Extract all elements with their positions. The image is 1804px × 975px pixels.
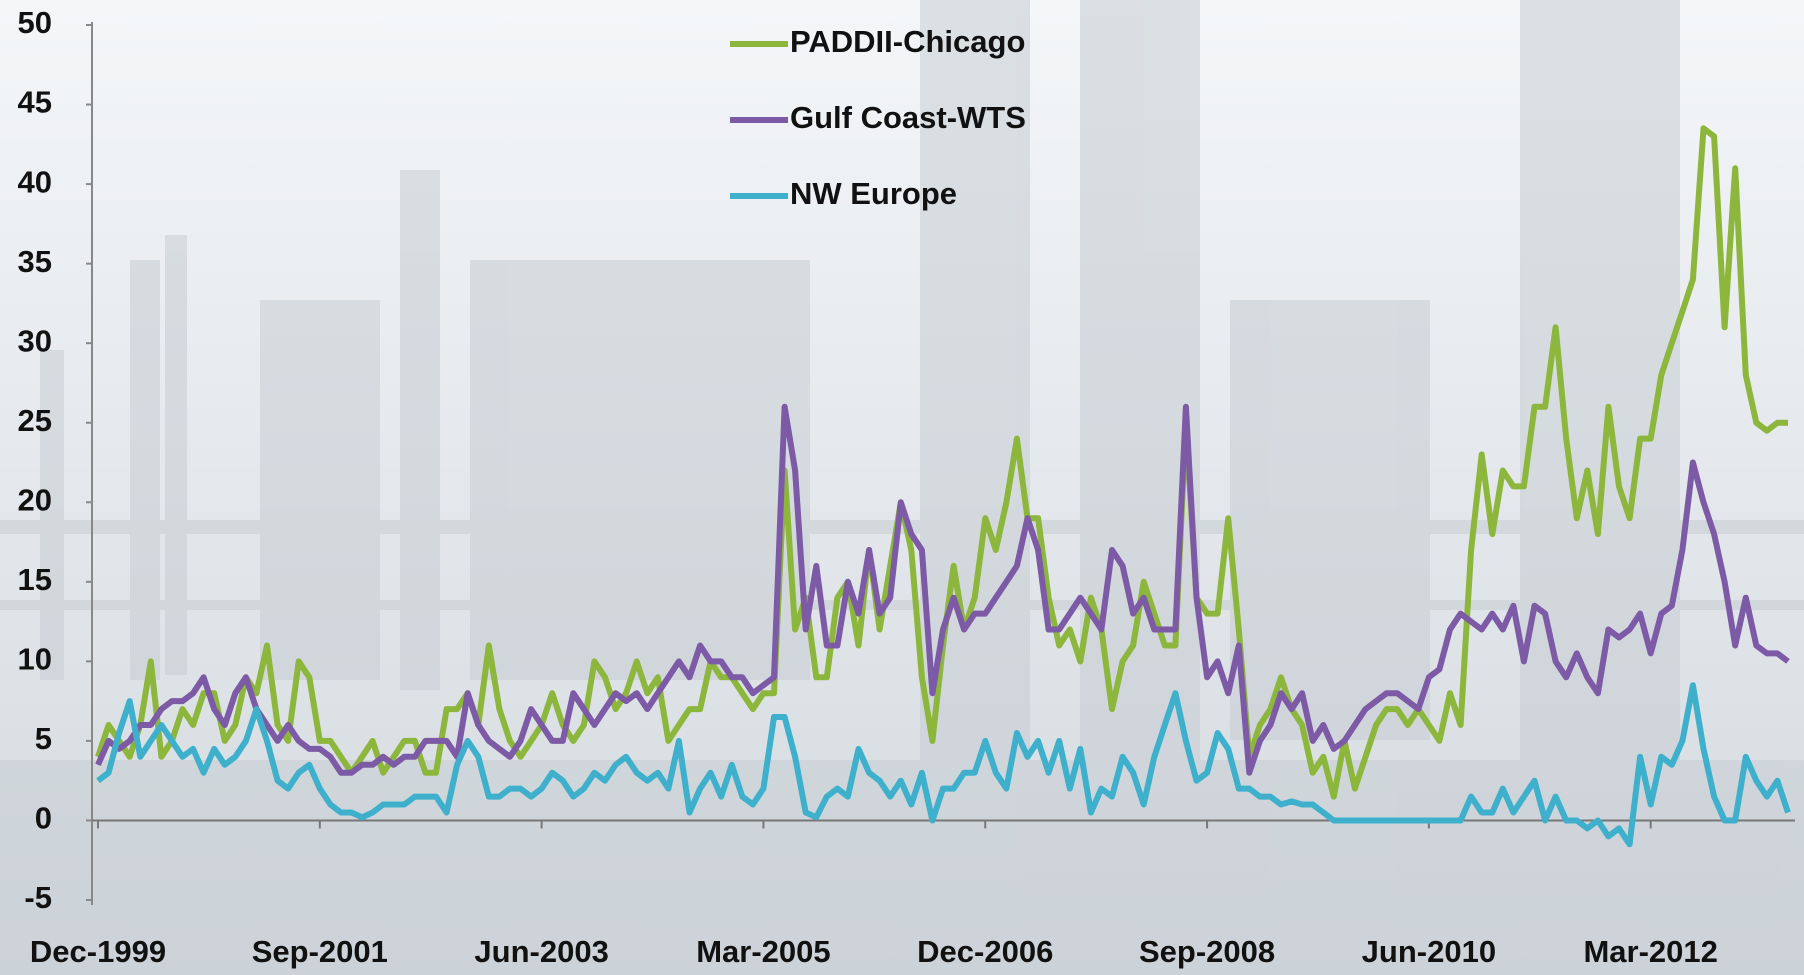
legend-label: Gulf Coast-WTS (790, 100, 1026, 135)
y-tick-label: 20 (18, 482, 52, 517)
x-tick-label: Dec-1999 (30, 934, 166, 969)
y-tick-label: 50 (18, 5, 52, 40)
y-tick-label: 0 (35, 801, 52, 836)
y-tick-label: -5 (24, 880, 52, 915)
x-tick-label: Mar-2005 (696, 934, 830, 969)
x-tick-label: Jun-2010 (1362, 934, 1496, 969)
x-tick-label: Mar-2012 (1583, 934, 1717, 969)
y-tick-label: 35 (18, 244, 52, 279)
y-tick-label: 40 (18, 164, 52, 199)
y-tick-label: 30 (18, 323, 52, 358)
x-tick-label: Sep-2001 (252, 934, 388, 969)
legend-label: NW Europe (790, 176, 957, 211)
y-tick-label: 5 (35, 721, 52, 756)
y-tick-label: 25 (18, 403, 52, 438)
legend-label: PADDII-Chicago (790, 24, 1025, 59)
x-tick-label: Sep-2008 (1139, 934, 1275, 969)
y-tick-label: 45 (18, 85, 52, 120)
x-tick-label: Dec-2006 (917, 934, 1053, 969)
y-tick-label: 15 (18, 562, 52, 597)
x-tick-label: Jun-2003 (474, 934, 608, 969)
chart: PADDII-Chicago Gulf Coast-WTS NW Europe -5… (0, 0, 1804, 975)
y-tick-label: 10 (18, 642, 52, 677)
